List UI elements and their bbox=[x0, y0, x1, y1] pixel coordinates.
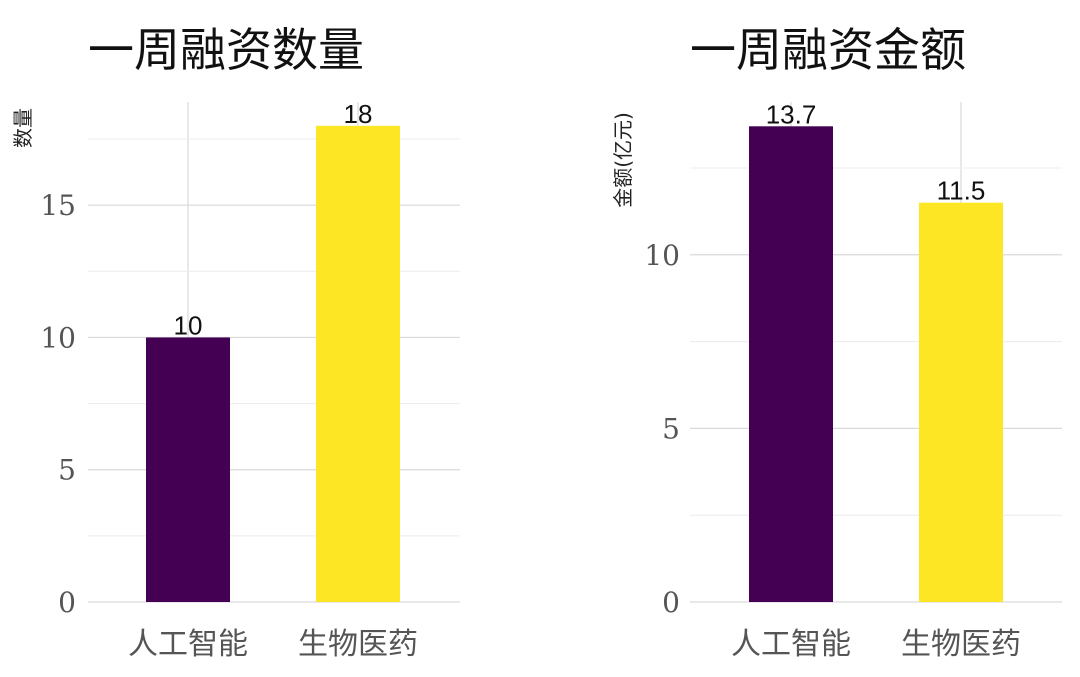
y-tick-label: 10 bbox=[40, 321, 76, 354]
data-label: 13.7 bbox=[766, 99, 817, 129]
data-label: 10 bbox=[174, 310, 203, 340]
grid-lines bbox=[88, 102, 460, 603]
labels: 0 5 10 13.7 人工智能 11.5 生物医药 bbox=[644, 99, 1021, 662]
chart-title: 一周融资金额 bbox=[690, 23, 966, 77]
x-tick-label: 人工智能 bbox=[731, 627, 851, 662]
x-tick-label: 人工智能 bbox=[128, 627, 248, 662]
bars bbox=[749, 126, 1003, 603]
y-axis-label: 金额(亿元) bbox=[611, 112, 635, 208]
grid-lines bbox=[690, 102, 1062, 603]
x-tick-label: 生物医药 bbox=[298, 627, 418, 662]
data-label: 18 bbox=[344, 99, 373, 129]
bars bbox=[146, 125, 400, 603]
labels: 0 5 10 15 10 人工智能 18 生物医药 bbox=[40, 99, 418, 662]
bar-2 bbox=[316, 125, 400, 603]
bar-2 bbox=[919, 202, 1003, 602]
y-tick-label: 10 bbox=[644, 239, 680, 272]
y-axis-label: 数量 bbox=[11, 108, 35, 148]
y-tick-label: 5 bbox=[662, 412, 680, 445]
y-tick-label: 5 bbox=[58, 454, 76, 487]
count-chart-panel: 一周融资数量 数量 0 5 10 15 10 人工智能 18 生物医药 bbox=[11, 23, 460, 662]
y-tick-label: 0 bbox=[58, 586, 76, 619]
amount-chart-panel: 一周融资金额 金额(亿元) 0 5 10 13.7 人工智能 11.5 生物医药 bbox=[611, 23, 1062, 662]
bar-1 bbox=[146, 337, 230, 602]
y-tick-label: 0 bbox=[662, 586, 680, 619]
y-tick-label: 15 bbox=[40, 189, 76, 222]
data-label: 11.5 bbox=[937, 176, 986, 206]
x-tick-label: 生物医药 bbox=[901, 627, 1021, 662]
chart-title: 一周融资数量 bbox=[88, 23, 364, 77]
bar-1 bbox=[749, 126, 833, 603]
